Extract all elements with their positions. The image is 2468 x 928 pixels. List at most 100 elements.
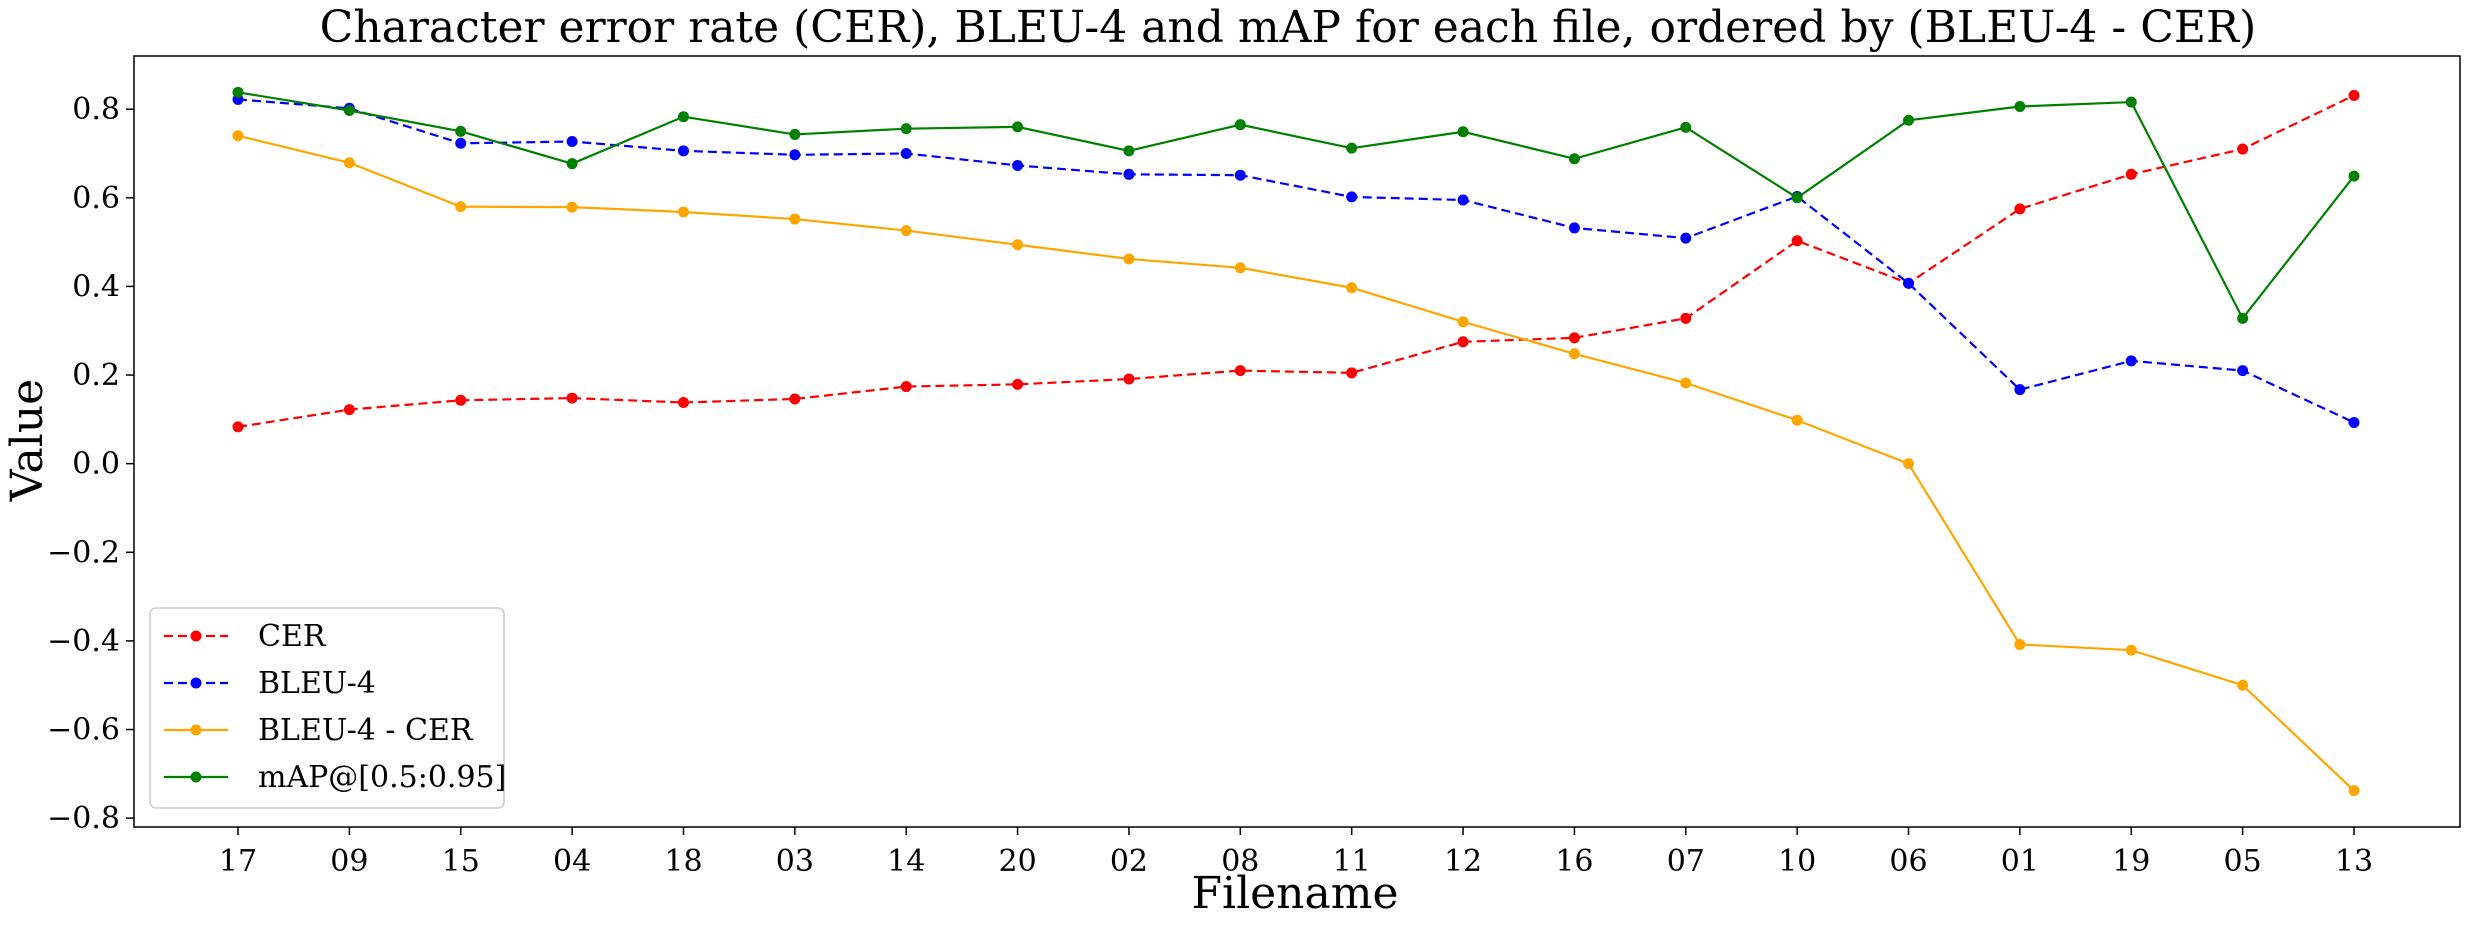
data-point	[2237, 143, 2249, 155]
data-point	[900, 381, 912, 393]
x-tick-label: 18	[664, 844, 702, 879]
data-point	[343, 105, 355, 117]
series-line	[237, 91, 2355, 321]
data-point	[1568, 222, 1580, 234]
series-1	[232, 93, 2360, 428]
data-point	[566, 201, 578, 213]
data-point	[677, 206, 689, 218]
x-tick-label: 08	[1221, 844, 1259, 879]
y-tick-label: −0.6	[47, 713, 120, 748]
x-axis: 17 09 15 04 18 03 14 20 02 08 11 12 16 07 10 06 01 19 05 13	[219, 827, 2373, 879]
data-point	[677, 111, 689, 123]
y-tick-label: −0.4	[47, 624, 120, 659]
data-point	[2125, 96, 2137, 108]
data-point	[1346, 282, 1358, 294]
data-point	[1234, 169, 1246, 181]
data-point	[1791, 192, 1803, 204]
legend-label: BLEU-4 - CER	[258, 713, 474, 748]
data-point	[789, 149, 801, 161]
data-point	[1568, 348, 1580, 360]
data-point	[1680, 377, 1692, 389]
x-tick-label: 20	[998, 844, 1036, 879]
data-point	[1903, 277, 1915, 289]
data-point	[900, 147, 912, 159]
legend-marker	[190, 771, 202, 783]
data-point	[1568, 332, 1580, 344]
data-point	[1234, 365, 1246, 377]
data-point	[1123, 253, 1135, 265]
data-point	[2014, 638, 2026, 650]
y-axis: −0.8 −0.6 −0.4 −0.2 0.0 0.2 0.4 0.6 0.8	[47, 92, 134, 836]
x-tick-label: 16	[1555, 844, 1593, 879]
data-point	[2014, 384, 2026, 396]
data-point	[2348, 170, 2360, 182]
data-point	[900, 123, 912, 135]
series-3	[232, 86, 2360, 324]
y-tick-label: 0.6	[72, 181, 120, 216]
series-0	[232, 89, 2360, 433]
data-point	[1457, 316, 1469, 328]
y-tick-label: −0.2	[47, 535, 120, 570]
data-point	[566, 392, 578, 404]
data-point	[455, 125, 467, 137]
data-point	[1012, 378, 1024, 390]
y-tick-label: 0.0	[72, 447, 120, 482]
data-point	[1680, 312, 1692, 324]
data-point	[1123, 145, 1135, 157]
x-tick-label: 04	[553, 844, 591, 879]
x-tick-label: 12	[1444, 844, 1482, 879]
data-point	[566, 136, 578, 148]
data-point	[232, 86, 244, 98]
data-point	[2237, 312, 2249, 324]
data-point	[1346, 142, 1358, 154]
series-2	[232, 130, 2360, 797]
chart-title: Character error rate (CER), BLEU-4 and m…	[320, 2, 2257, 53]
legend-marker	[190, 630, 202, 642]
data-point	[1680, 121, 1692, 133]
data-point	[232, 421, 244, 433]
data-point	[1346, 367, 1358, 379]
data-point	[1457, 336, 1469, 348]
series-layer	[232, 86, 2360, 797]
legend-label: BLEU-4	[258, 666, 376, 701]
data-point	[1903, 114, 1915, 126]
legend-label: CER	[258, 619, 327, 654]
data-point	[1234, 262, 1246, 274]
x-tick-label: 01	[2001, 844, 2039, 879]
data-point	[1791, 414, 1803, 426]
data-point	[900, 225, 912, 237]
data-point	[789, 128, 801, 140]
x-tick-label: 03	[776, 844, 814, 879]
data-point	[1568, 153, 1580, 165]
data-point	[343, 404, 355, 416]
x-tick-label: 09	[330, 844, 368, 879]
data-point	[455, 201, 467, 213]
data-point	[1123, 373, 1135, 385]
data-point	[232, 130, 244, 142]
data-point	[2348, 89, 2360, 101]
x-tick-label: 06	[1889, 844, 1927, 879]
data-point	[1012, 159, 1024, 171]
data-point	[2348, 416, 2360, 428]
data-point	[2348, 785, 2360, 797]
data-point	[1012, 121, 1024, 133]
data-point	[1234, 119, 1246, 131]
x-tick-label: 02	[1110, 844, 1148, 879]
data-point	[1791, 235, 1803, 247]
data-point	[2125, 644, 2137, 656]
legend-marker	[190, 677, 202, 689]
data-point	[455, 137, 467, 149]
plot-area	[133, 55, 2461, 828]
data-point	[2237, 679, 2249, 691]
data-point	[1012, 239, 1024, 251]
data-point	[343, 157, 355, 169]
x-axis-label: Filename	[1191, 868, 1398, 919]
data-point	[1123, 168, 1135, 180]
y-tick-label: 0.8	[72, 92, 120, 127]
y-tick-label: 0.4	[72, 269, 120, 304]
legend-marker	[190, 724, 202, 736]
series-line	[237, 98, 2355, 424]
x-tick-label: 10	[1778, 844, 1816, 879]
data-point	[677, 145, 689, 157]
